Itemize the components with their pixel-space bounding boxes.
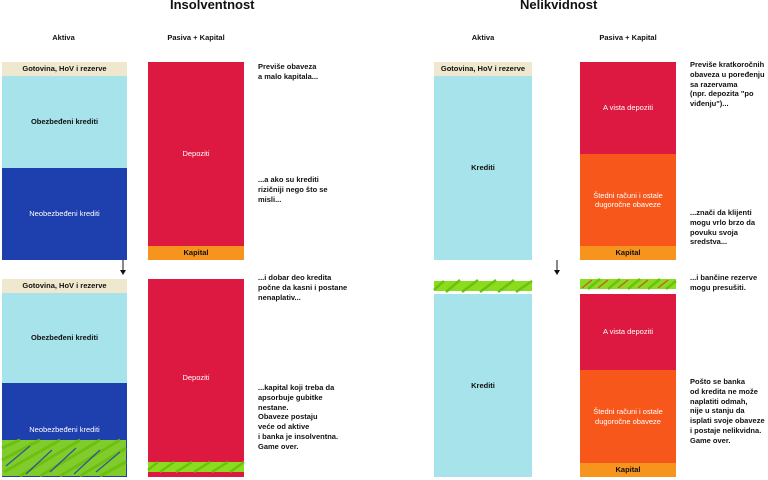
illiquidity-note-2: ...znači da klijenti mogu vrlo brzo da p…: [690, 208, 756, 247]
secured-loans-block: Obezbeđeni krediti: [2, 293, 127, 383]
capital-block: Kapital: [580, 463, 676, 477]
illiquidity-note-1: Previše kratkoročnih obaveza u poređenju…: [690, 60, 765, 108]
savings-block: Štedni računi i ostale dugoročne obaveze: [580, 370, 676, 463]
cash-block: Gotovina, HoV i rezerve: [2, 62, 127, 76]
liabilities-label-right: Pasiva + Kapital: [599, 33, 657, 42]
illiquidity-note-3: ...i bančine rezerve mogu presušiti.: [690, 273, 758, 292]
down-arrow-icon: [554, 260, 560, 275]
loans-block: Krediti: [434, 76, 532, 260]
insolvency-note-4: ...kapital koji treba da apsorbuje gubit…: [258, 383, 339, 451]
capital-block: Kapital: [148, 246, 244, 260]
assets-label-left: Aktiva: [52, 33, 75, 42]
deposits-block: Depoziti: [148, 279, 244, 477]
insolvency-note-3: ...i dobar deo kredita počne da kasni i …: [258, 273, 348, 302]
insolvency-title: Insolventnost: [170, 0, 255, 12]
capital-loss-hatch-icon: [147, 460, 245, 474]
insolvency-note-1: Previše obaveza a malo kapitala...: [258, 62, 319, 81]
deposits-block: Depoziti: [148, 62, 244, 246]
insolvency-note-2: ...a ako su krediti rizičniji nego što s…: [258, 175, 328, 204]
secured-loans-block: Obezbeđeni krediti: [2, 76, 127, 168]
demand-deposits-block: A vista depoziti: [580, 62, 676, 154]
illiquidity-note-4: Pošto se banka od kredita ne može naplat…: [690, 377, 765, 445]
reserves-depleted-hatch-icon: [433, 279, 533, 294]
savings-block: Štedni računi i ostale dugoročne obaveze: [580, 154, 676, 246]
loans-block: Krediti: [434, 294, 532, 477]
capital-block: Kapital: [580, 246, 676, 260]
demand-deposits-block: A vista depoziti: [580, 294, 676, 370]
liabilities-label-left: Pasiva + Kapital: [167, 33, 225, 42]
demand-deposits-withdrawn-hatch-icon: [580, 278, 677, 290]
loan-loss-hatch-icon: [1, 438, 127, 478]
down-arrow-icon: [120, 260, 126, 275]
illiquidity-title: Nelikvidnost: [520, 0, 598, 12]
assets-label-right: Aktiva: [471, 33, 495, 42]
unsecured-loans-block: Neobezbeđeni krediti: [2, 168, 127, 260]
cash-block: Gotovina, HoV i rezerve: [2, 279, 127, 293]
cash-block: Gotovina, HoV i rezerve: [434, 62, 532, 76]
